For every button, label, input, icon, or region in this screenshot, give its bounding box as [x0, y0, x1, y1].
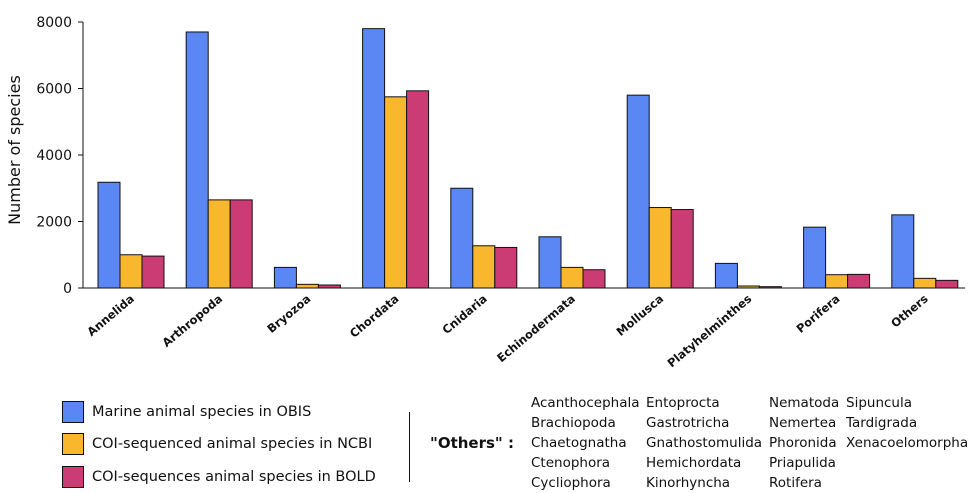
others-phylum-item: Ctenophora: [531, 455, 611, 471]
x-tick-label-echinodermata: Echinodermata: [494, 292, 578, 365]
bar-arthropoda-series-3: [229, 199, 253, 289]
bar-porifera-series-1: [803, 226, 827, 289]
others-phylum-item: Gastrotricha: [646, 415, 730, 431]
others-phylum-item: Priapulida: [769, 455, 836, 471]
x-tick-label-chordata: Chordata: [347, 292, 402, 341]
bar-mollusca-series-2: [648, 207, 672, 289]
bar-platyhelminthes-series-1: [714, 262, 738, 289]
others-phylum-item: Entoprocta: [646, 395, 720, 411]
others-phylum-item: Xenacoelomorpha: [846, 435, 969, 451]
others-column-2: Entoprocta Gastrotricha Gnathostomulida Hem…: [646, 393, 762, 493]
others-column-4: Sipuncula Tardigrada Xenacoelomorpha: [846, 393, 968, 453]
bar-echinodermata-series-2: [560, 266, 584, 289]
others-phylum-item: Cycliophora: [531, 475, 611, 491]
bar-chordata-series-2: [384, 96, 408, 289]
x-tick-label-others: Others: [888, 291, 931, 330]
bar-echinodermata-series-3: [582, 269, 606, 289]
others-phylum-item: Brachiopoda: [531, 415, 616, 431]
others-phylum-item: Rotifera: [769, 475, 822, 491]
bar-mollusca-series-1: [626, 94, 650, 289]
bar-chordata-series-1: [362, 28, 386, 289]
bar-cnidaria-series-2: [472, 245, 496, 289]
x-tick-label-platyhelminthes: Platyhelminthes: [665, 291, 755, 370]
bar-bryozoa-series-2: [295, 283, 319, 289]
bar-porifera-series-3: [847, 273, 871, 289]
others-phylum-item: Hemichordata: [646, 455, 742, 471]
bar-cnidaria-series-1: [450, 187, 474, 289]
y-axis-label: Number of species: [5, 75, 24, 225]
bar-chordata-series-3: [406, 90, 430, 289]
others-label: "Others" :: [430, 434, 514, 452]
legend-item-bold: COI-sequences animal species in BOLD: [62, 464, 376, 490]
x-tick-label-porifera: Porifera: [794, 292, 843, 336]
legend-item-obis: Marine animal species in OBIS: [62, 399, 311, 425]
bar-annelida-series-1: [97, 181, 121, 289]
others-phylum-item: Nematoda: [769, 395, 840, 411]
bar-cnidaria-series-3: [494, 246, 518, 289]
legend-label-ncbi: COI-sequenced animal species in NCBI: [92, 436, 373, 452]
others-phylum-item: Acanthocephala: [531, 395, 640, 411]
others-phylum-item: Phoronida: [769, 435, 837, 451]
legend-label-bold: COI-sequences animal species in BOLD: [92, 469, 376, 485]
others-column-1: Acanthocephala Brachiopoda Chaetognatha Cte…: [531, 393, 640, 493]
bar-others-series-2: [913, 277, 937, 289]
others-phylum-item: Gnathostomulida: [646, 435, 763, 451]
bar-others-series-1: [891, 214, 915, 289]
x-tick-label-arthropoda: Arthropoda: [159, 292, 225, 350]
y-tick-label: 0: [63, 281, 72, 297]
legend-divider: [409, 412, 410, 482]
legend-swatch-ncbi: [62, 433, 84, 455]
x-tick-label-bryozoa: Bryozoa: [264, 292, 313, 336]
bar-arthropoda-series-1: [185, 31, 209, 289]
bar-bryozoa-series-1: [273, 266, 297, 289]
others-phylum-item: Chaetognatha: [531, 435, 627, 451]
y-tick-label: 2000: [36, 215, 72, 231]
x-tick-label-mollusca: Mollusca: [614, 292, 667, 339]
bar-mollusca-series-3: [670, 209, 694, 289]
bar-porifera-series-2: [825, 274, 849, 289]
bar-echinodermata-series-1: [538, 236, 562, 289]
legend-item-ncbi: COI-sequenced animal species in NCBI: [62, 431, 372, 457]
y-tick-label: 8000: [36, 15, 72, 31]
legend-label-obis: Marine animal species in OBIS: [92, 404, 312, 420]
x-tick-label-annelida: Annelida: [84, 292, 137, 339]
bar-others-series-3: [935, 279, 959, 289]
others-phylum-item: Kinorhyncha: [646, 475, 731, 491]
others-phylum-item: Sipuncula: [846, 395, 913, 411]
x-tick-label-cnidaria: Cnidaria: [439, 292, 489, 337]
y-tick-label: 4000: [36, 148, 72, 164]
legend-swatch-bold: [62, 466, 84, 488]
bar-annelida-series-2: [119, 254, 143, 289]
y-tick-label: 6000: [36, 82, 72, 98]
bar-annelida-series-3: [141, 255, 165, 289]
others-column-3: Nematoda Nemertea Phoronida Priapulida Rotif…: [769, 393, 839, 493]
chart-svg: Number of species 0 2000 4000 6000 8000 Anne…: [5, 15, 965, 370]
legend-swatch-obis: [62, 401, 84, 423]
others-phylum-item: Tardigrada: [846, 415, 918, 431]
bar-arthropoda-series-2: [207, 199, 231, 289]
others-phylum-item: Nemertea: [769, 415, 837, 431]
